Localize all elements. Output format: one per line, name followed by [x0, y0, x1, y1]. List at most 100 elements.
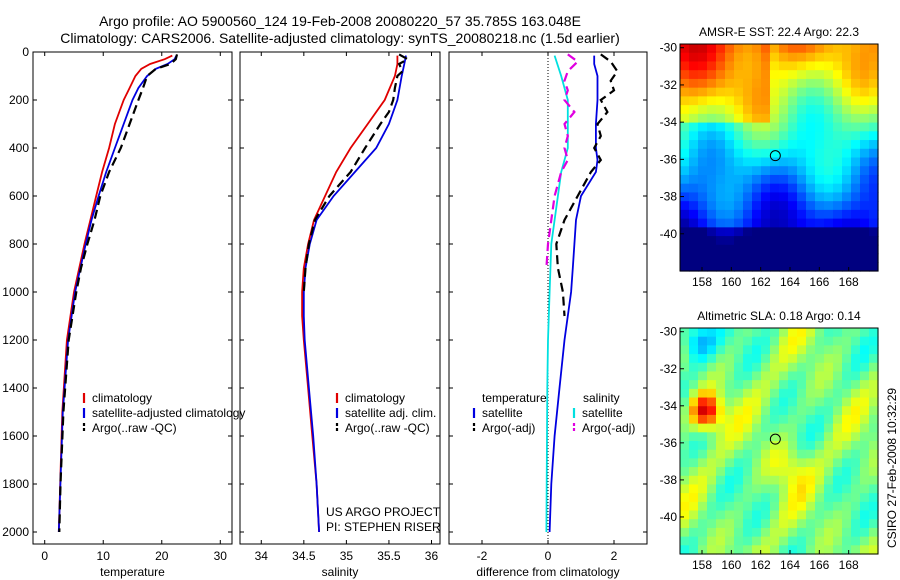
- map-cell: [851, 493, 861, 503]
- map-cell: [806, 78, 816, 89]
- map-cell: [743, 432, 753, 442]
- map-cell: [869, 519, 879, 529]
- map-cell: [680, 244, 690, 255]
- map-cell: [761, 227, 771, 237]
- map-cell: [842, 201, 852, 211]
- map-cell: [743, 227, 753, 237]
- map-cell: [761, 201, 771, 211]
- map-cell: [734, 380, 744, 390]
- map-cell: [734, 414, 744, 425]
- map-cell: [743, 87, 753, 97]
- map-cell: [806, 536, 816, 546]
- map-cell: [779, 545, 789, 555]
- map-cell: [770, 122, 780, 132]
- map-cell: [860, 545, 870, 555]
- map-cell: [680, 423, 690, 433]
- map-cell: [779, 174, 789, 185]
- map-cell: [860, 501, 870, 512]
- map-cell: [734, 131, 744, 141]
- map-cell: [779, 218, 789, 228]
- map-cell: [788, 484, 798, 494]
- map-cell: [806, 345, 816, 355]
- map-cell: [869, 157, 879, 167]
- map-cell: [806, 414, 816, 425]
- map-cell: [707, 166, 717, 176]
- map-cell: [869, 148, 879, 159]
- map-cell: [824, 209, 834, 220]
- map-cell: [743, 61, 753, 71]
- map-cell: [824, 78, 834, 89]
- map-cell: [680, 140, 690, 150]
- map-cell: [788, 536, 798, 546]
- map-cell: [851, 244, 861, 255]
- map-cell: [779, 166, 789, 176]
- map-cell: [833, 414, 843, 425]
- map-cell: [815, 527, 825, 538]
- map-cell: [779, 432, 789, 442]
- map-cell: [743, 406, 753, 416]
- map-cell: [725, 527, 735, 538]
- map-cell: [707, 78, 717, 89]
- map-cell: [761, 536, 771, 546]
- map-cell: [761, 441, 771, 451]
- map-cell: [761, 345, 771, 355]
- map-cell: [806, 236, 816, 246]
- map-cell: [806, 336, 816, 346]
- map-cell: [797, 467, 807, 477]
- map-cell: [698, 122, 708, 132]
- map-cell: [860, 371, 870, 381]
- map-cell: [851, 362, 861, 373]
- map-cell: [752, 414, 762, 425]
- map-cell: [842, 122, 852, 132]
- map-cell: [743, 484, 753, 494]
- map-cell: [725, 441, 735, 451]
- map-cell: [815, 131, 825, 141]
- map-cell: [689, 122, 699, 132]
- map-cell: [698, 227, 708, 237]
- map-cell: [788, 192, 798, 202]
- map-cell: [869, 96, 879, 106]
- map-cell: [779, 527, 789, 538]
- map-cell: [707, 362, 717, 373]
- map-cell: [824, 44, 834, 54]
- map-cell: [716, 354, 726, 364]
- map-cell: [860, 388, 870, 399]
- map-cell: [860, 244, 870, 255]
- map-cell: [752, 122, 762, 132]
- map-cell: [779, 201, 789, 211]
- map-cell: [833, 105, 843, 115]
- map-cell: [734, 148, 744, 159]
- map-cell: [680, 467, 690, 477]
- map-cell: [698, 362, 708, 373]
- map-cell: [815, 105, 825, 115]
- map-cell: [752, 236, 762, 246]
- map-cell: [743, 262, 753, 272]
- map-title: Altimetric SLA: 0.18 Argo: 0.14: [697, 309, 861, 323]
- map-cell: [752, 336, 762, 346]
- map-cell: [725, 96, 735, 106]
- map-cell: [698, 423, 708, 433]
- map-cell: [734, 336, 744, 346]
- map-cell: [842, 414, 852, 425]
- map-cell: [815, 467, 825, 477]
- map-cell: [761, 113, 771, 124]
- x-tick-label: 164: [780, 275, 800, 289]
- map-cell: [770, 493, 780, 503]
- map-cell: [779, 354, 789, 364]
- map-cell: [734, 527, 744, 538]
- map-cell: [761, 354, 771, 364]
- map-cell: [707, 388, 717, 399]
- map-cell: [689, 336, 699, 346]
- map-cell: [761, 449, 771, 459]
- map-cell: [779, 52, 789, 63]
- map-cell: [833, 96, 843, 106]
- map-cell: [761, 174, 771, 185]
- map-cell: [725, 458, 735, 468]
- map-cell: [842, 253, 852, 263]
- map-cell: [842, 148, 852, 159]
- map-cell: [725, 183, 735, 194]
- map-cell: [770, 501, 780, 512]
- map-cell: [680, 113, 690, 124]
- map-cell: [770, 96, 780, 106]
- map-cell: [860, 44, 870, 54]
